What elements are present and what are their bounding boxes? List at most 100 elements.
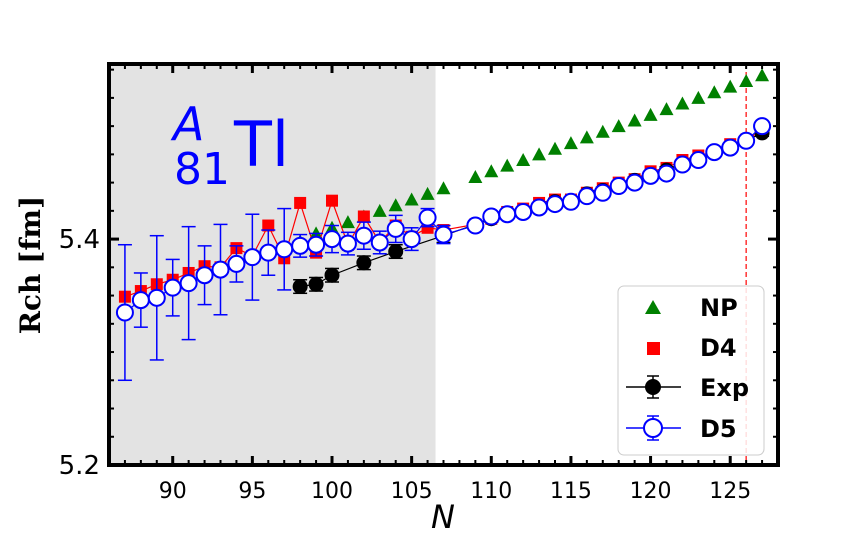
point-np [691, 90, 706, 104]
legend-item-np: NP [645, 294, 738, 322]
point-np [548, 141, 562, 155]
point-exp [324, 267, 340, 283]
point-np [579, 130, 594, 144]
point-np [675, 96, 690, 110]
legend-d4-label: D4 [700, 334, 737, 362]
point-d5 [227, 254, 246, 273]
point-d5 [323, 230, 341, 249]
point-d5 [466, 216, 485, 235]
legend-item-d5: D5 [626, 415, 737, 443]
point-np [436, 181, 451, 195]
point-d5 [625, 173, 644, 192]
plot-frame [107, 62, 780, 467]
legend-exp-marker [645, 379, 661, 395]
x-tick-label: 120 [630, 479, 672, 504]
axis-layer: 90 95 100 105 110 115 120 125 5.2 5.4 [59, 64, 778, 504]
point-d5 [705, 143, 724, 162]
y-axis-label: Rch [fm] [14, 196, 47, 335]
point-d5 [275, 240, 294, 259]
annotation-mass: A [170, 97, 204, 151]
shaded-region [109, 64, 436, 465]
point-d5 [657, 164, 676, 183]
legend: NP D4 Exp D5 [617, 285, 765, 456]
point-exp [356, 255, 372, 271]
point-d5 [641, 166, 660, 185]
legend-np-marker [645, 300, 661, 314]
legend-box [617, 285, 765, 456]
point-d5 [131, 291, 150, 310]
point-exp [308, 276, 324, 292]
point-d5 [498, 205, 517, 224]
point-exp [292, 279, 308, 295]
point-np [532, 147, 547, 161]
point-d4 [294, 196, 307, 209]
point-d5 [434, 225, 453, 244]
point-np [707, 85, 722, 99]
point-d5 [721, 138, 740, 157]
annotation-element: Tl [233, 108, 289, 181]
point-d4 [262, 219, 275, 232]
point-exp [388, 244, 404, 260]
point-d5 [482, 207, 501, 226]
legend-item-d4: D4 [647, 334, 737, 362]
x-tick-label: 110 [470, 479, 512, 504]
point-np [643, 107, 658, 121]
x-tick-label: 100 [311, 479, 353, 504]
y-tick-label: 5.2 [59, 451, 100, 481]
point-np [563, 136, 578, 150]
point-d5 [370, 233, 389, 252]
x-tick-label: 125 [709, 479, 751, 504]
point-d5 [593, 183, 612, 202]
legend-d5-marker [643, 418, 663, 438]
point-d5 [211, 260, 230, 279]
point-np [516, 153, 531, 167]
point-d5 [243, 248, 262, 267]
point-d5 [737, 131, 756, 150]
legend-exp-label: Exp [700, 374, 749, 402]
x-axis-label: N [431, 498, 455, 533]
x-tick-label: 95 [238, 479, 266, 504]
point-np [404, 192, 419, 206]
point-np [755, 68, 770, 82]
series-np [293, 68, 770, 248]
nucleus-annotation: A 81 Tl [170, 97, 289, 195]
point-d5 [291, 236, 310, 255]
series-d5 [115, 117, 772, 382]
x-tick-label: 90 [159, 479, 187, 504]
legend-item-exp: Exp [626, 374, 749, 402]
point-d5 [514, 202, 533, 221]
point-np [388, 198, 403, 212]
point-d4 [357, 210, 370, 223]
point-d5 [115, 303, 134, 322]
point-np [468, 169, 483, 183]
point-np [659, 102, 674, 116]
point-d5 [530, 198, 549, 217]
annotation-charge: 81 [174, 144, 230, 195]
series-layer [115, 68, 772, 382]
point-d5 [354, 226, 373, 245]
point-d5 [673, 155, 692, 174]
legend-d4-marker [647, 342, 660, 355]
point-d5 [195, 266, 214, 285]
point-np [500, 158, 515, 172]
point-d5 [546, 195, 564, 214]
point-d5 [402, 230, 421, 249]
point-np [611, 119, 626, 133]
point-d5 [147, 288, 166, 307]
point-np [372, 203, 387, 217]
point-np [739, 73, 754, 87]
point-d5 [259, 243, 278, 262]
point-d5 [179, 274, 198, 293]
point-d5 [163, 278, 182, 297]
point-d5 [307, 235, 326, 254]
point-np [595, 124, 610, 138]
point-d5 [418, 208, 437, 227]
point-d5 [561, 192, 580, 211]
point-np [627, 113, 642, 127]
y-tick-label: 5.4 [59, 225, 100, 255]
point-np [420, 186, 435, 200]
point-d5 [577, 187, 596, 206]
point-d5 [689, 151, 708, 170]
legend-np-label: NP [700, 294, 738, 322]
point-np [484, 164, 499, 178]
